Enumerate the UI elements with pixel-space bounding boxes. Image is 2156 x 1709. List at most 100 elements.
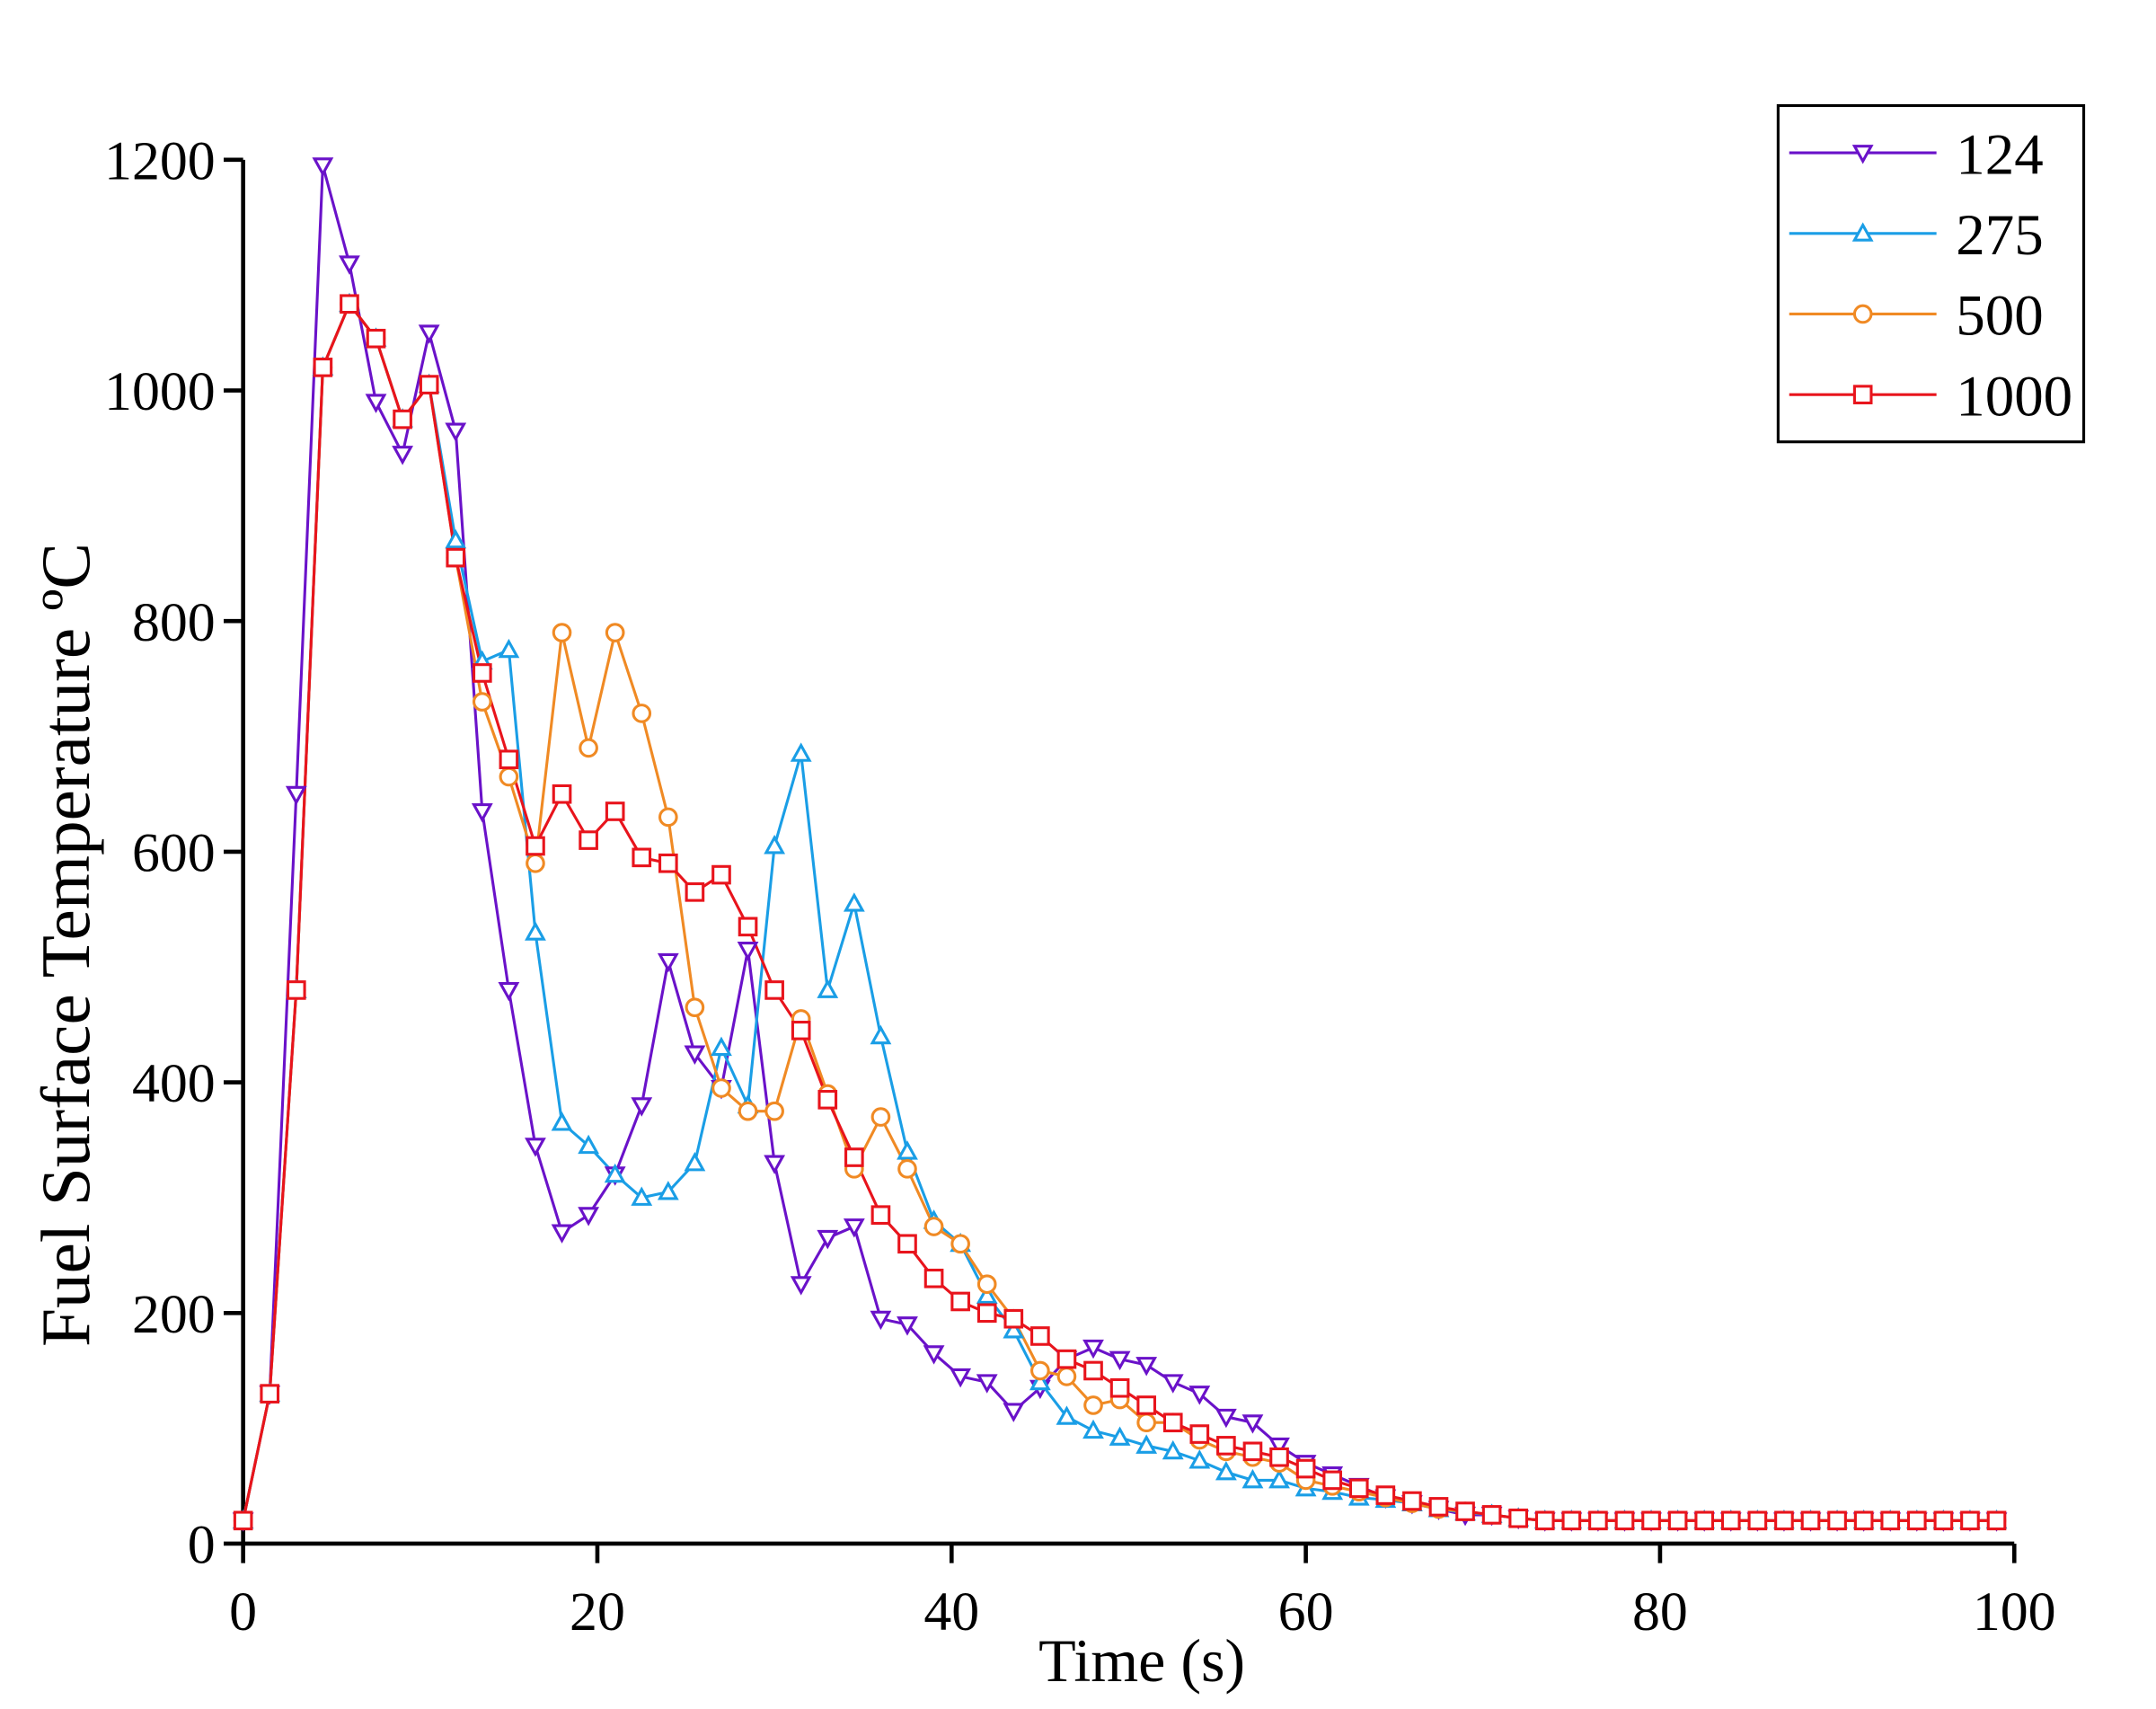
marker (551, 1111, 573, 1131)
x-tick-label: 60 (1278, 1581, 1334, 1643)
marker (579, 830, 598, 850)
y-axis-title: Fuel Surface Temperature ºC (27, 543, 104, 1347)
legend-box (1776, 103, 2086, 444)
marker (1082, 1419, 1104, 1439)
marker (923, 1268, 944, 1288)
marker (1135, 1357, 1158, 1377)
marker (1269, 1447, 1289, 1467)
marker (551, 1224, 573, 1244)
marker (1056, 1349, 1077, 1369)
series-line (242, 301, 1997, 1522)
marker (738, 1101, 758, 1121)
marker (1030, 1360, 1050, 1381)
y-tick-label: 400 (132, 1053, 216, 1114)
marker (1667, 1510, 1688, 1531)
marker (817, 978, 839, 998)
marker (526, 853, 545, 873)
marker (1800, 1510, 1821, 1531)
marker (685, 997, 705, 1017)
marker (605, 623, 625, 642)
marker (1003, 1403, 1025, 1422)
marker (471, 803, 493, 823)
marker (976, 1284, 998, 1305)
marker (950, 1291, 970, 1312)
legend-label: 500 (1956, 284, 2043, 349)
marker (365, 394, 387, 413)
marker (764, 1101, 784, 1121)
marker (1241, 1414, 1264, 1434)
marker (1216, 1436, 1236, 1456)
marker (657, 952, 679, 973)
marker (631, 1097, 653, 1117)
marker (843, 1218, 865, 1238)
marker (1162, 1439, 1184, 1460)
marker (1030, 1326, 1050, 1346)
marker (1135, 1434, 1158, 1454)
marker (1242, 1441, 1263, 1462)
marker (1481, 1505, 1502, 1525)
x-tick-label: 100 (1973, 1581, 2056, 1643)
marker (632, 704, 652, 723)
marker (1960, 1510, 1980, 1531)
marker (1614, 1510, 1635, 1531)
marker (950, 1368, 972, 1388)
x-tick-label: 0 (229, 1581, 257, 1643)
series-line (242, 164, 1997, 1522)
marker (605, 801, 625, 821)
series-line (242, 301, 1997, 1522)
marker (1827, 1510, 1847, 1531)
marker (1534, 1510, 1555, 1531)
marker (1056, 1405, 1078, 1425)
x-tick-label: 40 (923, 1581, 979, 1643)
marker (1136, 1412, 1156, 1433)
marker (472, 663, 492, 683)
marker (1428, 1497, 1449, 1517)
marker (684, 1045, 706, 1065)
marker (897, 1316, 918, 1336)
marker (685, 882, 705, 902)
marker (393, 409, 412, 429)
marker (870, 1310, 892, 1331)
marker (1851, 222, 1874, 242)
marker (870, 1205, 891, 1226)
marker (684, 1151, 706, 1172)
marker (1109, 1377, 1130, 1398)
marker (1268, 1468, 1290, 1489)
y-tick-label: 200 (132, 1284, 216, 1345)
marker (1852, 385, 1873, 404)
marker (737, 942, 759, 961)
marker (445, 422, 467, 442)
marker (1348, 1478, 1369, 1499)
marker (1852, 304, 1873, 324)
marker (446, 547, 466, 568)
marker (1906, 1510, 1927, 1531)
marker (1188, 1386, 1211, 1405)
marker (1561, 1510, 1582, 1531)
marker (870, 1107, 891, 1127)
marker (817, 1229, 839, 1250)
x-tick-label: 20 (570, 1581, 625, 1643)
marker (711, 1078, 731, 1098)
marker (579, 738, 598, 758)
marker (339, 255, 360, 275)
marker (1003, 1319, 1025, 1339)
marker (976, 1303, 997, 1324)
marker (1851, 145, 1874, 164)
y-tick-label: 600 (132, 823, 216, 884)
marker (897, 1234, 917, 1254)
marker (843, 892, 865, 912)
marker (790, 1276, 812, 1296)
marker (711, 1036, 732, 1057)
y-tick-label: 1200 (104, 130, 216, 191)
legend-label: 275 (1956, 203, 2043, 268)
marker (1215, 1408, 1237, 1429)
marker (1056, 1367, 1077, 1386)
y-tick-label: 800 (132, 592, 216, 653)
marker (313, 358, 333, 377)
marker (1162, 1374, 1184, 1394)
marker (578, 1207, 600, 1226)
marker (499, 749, 519, 770)
marker (764, 1155, 786, 1174)
marker (658, 807, 678, 828)
